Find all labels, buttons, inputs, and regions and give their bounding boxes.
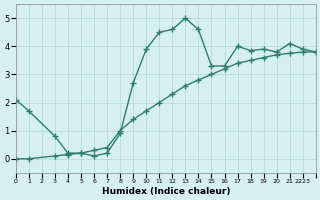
X-axis label: Humidex (Indice chaleur): Humidex (Indice chaleur) xyxy=(101,187,230,196)
